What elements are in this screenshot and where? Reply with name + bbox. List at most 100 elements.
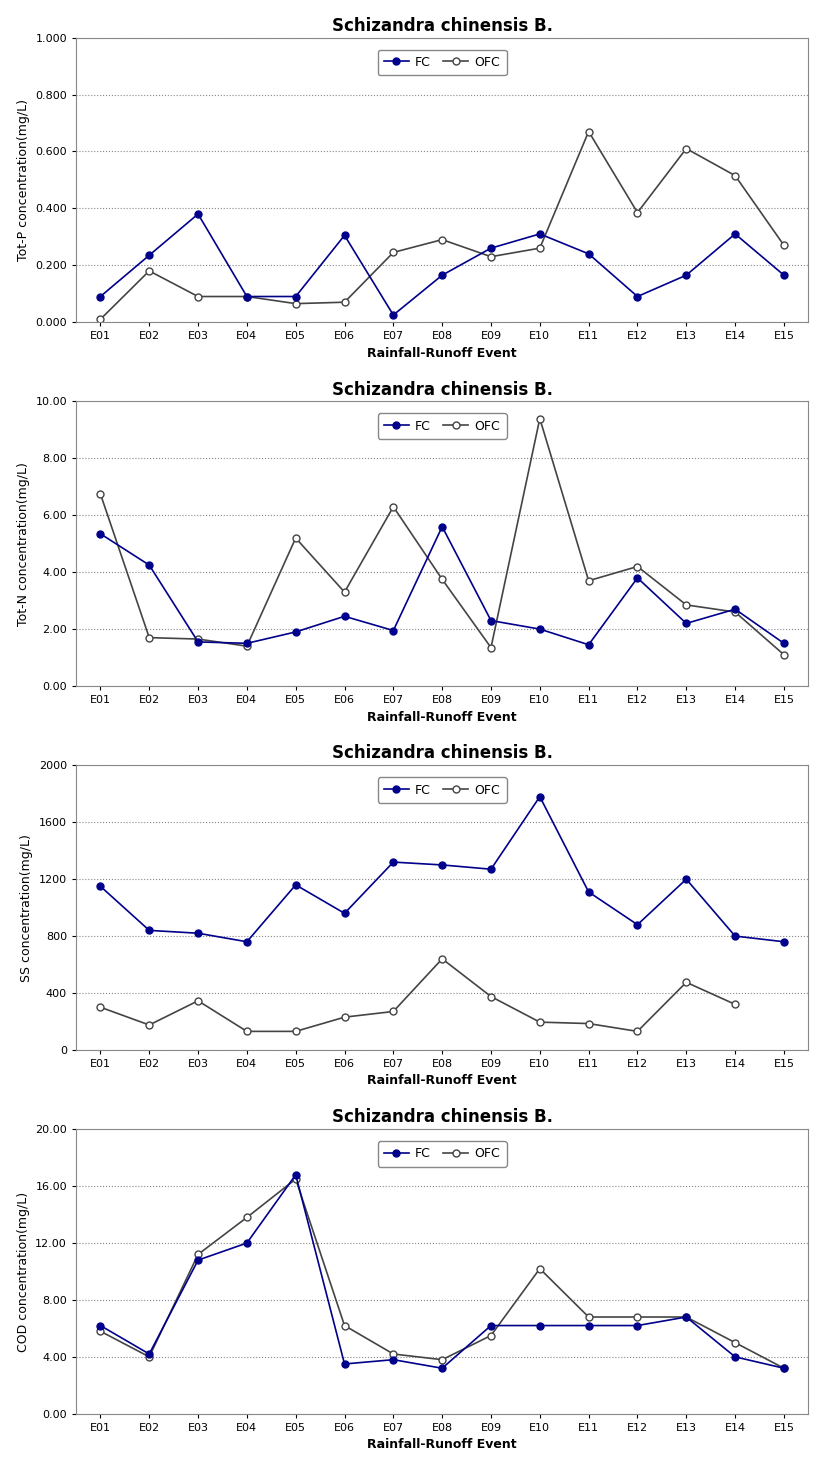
FC bbox=[535, 788, 544, 806]
Title: Schizandra chinensis B.: Schizandra chinensis B. bbox=[332, 1108, 553, 1126]
OFC bbox=[389, 1345, 398, 1362]
X-axis label: Rainfall-Runoff Event: Rainfall-Runoff Event bbox=[367, 1075, 517, 1088]
FC bbox=[437, 856, 447, 873]
FC bbox=[96, 526, 106, 543]
FC bbox=[535, 1317, 544, 1334]
OFC bbox=[144, 1348, 154, 1365]
FC bbox=[193, 206, 203, 223]
OFC bbox=[583, 1308, 593, 1326]
OFC bbox=[144, 1016, 154, 1033]
Line: FC: FC bbox=[97, 210, 787, 319]
OFC bbox=[437, 1351, 447, 1368]
OFC bbox=[583, 1014, 593, 1032]
FC bbox=[681, 1308, 691, 1326]
FC bbox=[193, 1251, 203, 1268]
OFC bbox=[486, 988, 496, 1006]
OFC bbox=[96, 310, 106, 327]
OFC bbox=[242, 1023, 252, 1041]
OFC bbox=[96, 484, 106, 502]
Legend: FC, OFC: FC, OFC bbox=[378, 414, 507, 439]
FC bbox=[96, 1317, 106, 1334]
FC bbox=[730, 1348, 740, 1365]
Legend: FC, OFC: FC, OFC bbox=[378, 50, 507, 75]
X-axis label: Rainfall-Runoff Event: Rainfall-Runoff Event bbox=[367, 346, 517, 360]
FC bbox=[389, 853, 398, 871]
OFC bbox=[583, 123, 593, 141]
FC bbox=[290, 876, 300, 894]
FC bbox=[144, 556, 154, 574]
OFC bbox=[242, 637, 252, 655]
FC bbox=[96, 288, 106, 305]
OFC bbox=[437, 571, 447, 589]
X-axis label: Rainfall-Runoff Event: Rainfall-Runoff Event bbox=[367, 711, 517, 724]
FC bbox=[340, 608, 350, 625]
Y-axis label: COD concentration(mg/L): COD concentration(mg/L) bbox=[16, 1192, 30, 1352]
FC bbox=[633, 288, 643, 305]
OFC bbox=[437, 950, 447, 967]
OFC bbox=[486, 1327, 496, 1345]
OFC bbox=[340, 1317, 350, 1334]
FC bbox=[340, 904, 350, 922]
OFC bbox=[535, 1013, 544, 1031]
OFC bbox=[730, 995, 740, 1013]
FC bbox=[779, 634, 789, 652]
FC bbox=[290, 622, 300, 640]
FC bbox=[583, 636, 593, 653]
Line: OFC: OFC bbox=[97, 415, 787, 658]
OFC bbox=[242, 288, 252, 305]
OFC bbox=[730, 167, 740, 185]
OFC bbox=[389, 244, 398, 261]
OFC bbox=[730, 603, 740, 621]
FC bbox=[290, 1166, 300, 1183]
OFC bbox=[779, 646, 789, 664]
OFC bbox=[290, 530, 300, 548]
FC bbox=[535, 621, 544, 639]
Line: OFC: OFC bbox=[97, 1176, 787, 1371]
FC bbox=[242, 634, 252, 652]
OFC bbox=[290, 1023, 300, 1041]
OFC bbox=[633, 1308, 643, 1326]
OFC bbox=[144, 628, 154, 646]
OFC bbox=[730, 1334, 740, 1352]
FC bbox=[242, 934, 252, 951]
FC bbox=[486, 1317, 496, 1334]
OFC bbox=[242, 1208, 252, 1226]
FC bbox=[535, 225, 544, 242]
Line: FC: FC bbox=[97, 523, 787, 649]
OFC bbox=[486, 639, 496, 656]
Line: OFC: OFC bbox=[97, 128, 787, 323]
FC bbox=[340, 226, 350, 244]
OFC bbox=[633, 204, 643, 222]
Y-axis label: Tot-P concentration(mg/L): Tot-P concentration(mg/L) bbox=[16, 98, 30, 261]
OFC bbox=[583, 573, 593, 590]
OFC bbox=[96, 1323, 106, 1340]
FC bbox=[681, 266, 691, 283]
OFC bbox=[437, 230, 447, 248]
OFC bbox=[389, 1003, 398, 1020]
FC bbox=[779, 266, 789, 283]
FC bbox=[633, 1317, 643, 1334]
FC bbox=[193, 925, 203, 942]
FC bbox=[730, 600, 740, 618]
OFC bbox=[535, 239, 544, 257]
FC bbox=[779, 1359, 789, 1377]
Title: Schizandra chinensis B.: Schizandra chinensis B. bbox=[332, 380, 553, 398]
FC bbox=[730, 225, 740, 242]
OFC bbox=[290, 1170, 300, 1188]
Title: Schizandra chinensis B.: Schizandra chinensis B. bbox=[332, 16, 553, 35]
Line: FC: FC bbox=[97, 793, 787, 945]
OFC bbox=[340, 294, 350, 311]
FC bbox=[681, 871, 691, 888]
FC bbox=[242, 288, 252, 305]
FC bbox=[193, 633, 203, 650]
FC bbox=[437, 266, 447, 283]
Title: Schizandra chinensis B.: Schizandra chinensis B. bbox=[332, 744, 553, 762]
FC bbox=[389, 307, 398, 324]
FC bbox=[779, 934, 789, 951]
FC bbox=[437, 1359, 447, 1377]
FC bbox=[633, 916, 643, 934]
X-axis label: Rainfall-Runoff Event: Rainfall-Runoff Event bbox=[367, 1439, 517, 1452]
OFC bbox=[96, 998, 106, 1016]
FC bbox=[437, 518, 447, 536]
OFC bbox=[535, 410, 544, 427]
